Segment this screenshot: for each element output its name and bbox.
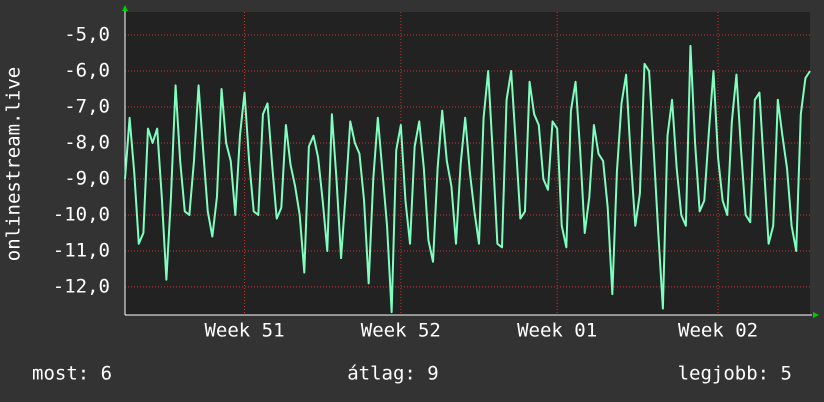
stat-max: legjobb: 5 [678, 363, 792, 385]
y-tick-label: -9,0 [64, 167, 110, 189]
y-tick-label: -8,0 [64, 131, 110, 153]
x-arrow [813, 312, 819, 318]
y-tick-label: -5,0 [64, 24, 110, 46]
y-tick-label: -6,0 [64, 60, 110, 82]
x-tick-label: Week 51 [204, 320, 284, 342]
y-tick-label: -12,0 [53, 275, 110, 297]
y-tick-label: -7,0 [64, 96, 110, 118]
data-line [124, 44, 811, 314]
x-tick-label: Week 02 [678, 320, 758, 342]
stat-current: most: 6 [32, 363, 112, 385]
x-tick-label: Week 52 [361, 320, 441, 342]
y-axis-label: onlinestream.live [3, 67, 25, 261]
y-tick-label: -10,0 [53, 203, 110, 225]
y-arrow [122, 5, 128, 11]
y-tick-label: -11,0 [53, 239, 110, 261]
stat-average: átlag: 9 [347, 363, 439, 385]
x-tick-label: Week 01 [517, 320, 597, 342]
